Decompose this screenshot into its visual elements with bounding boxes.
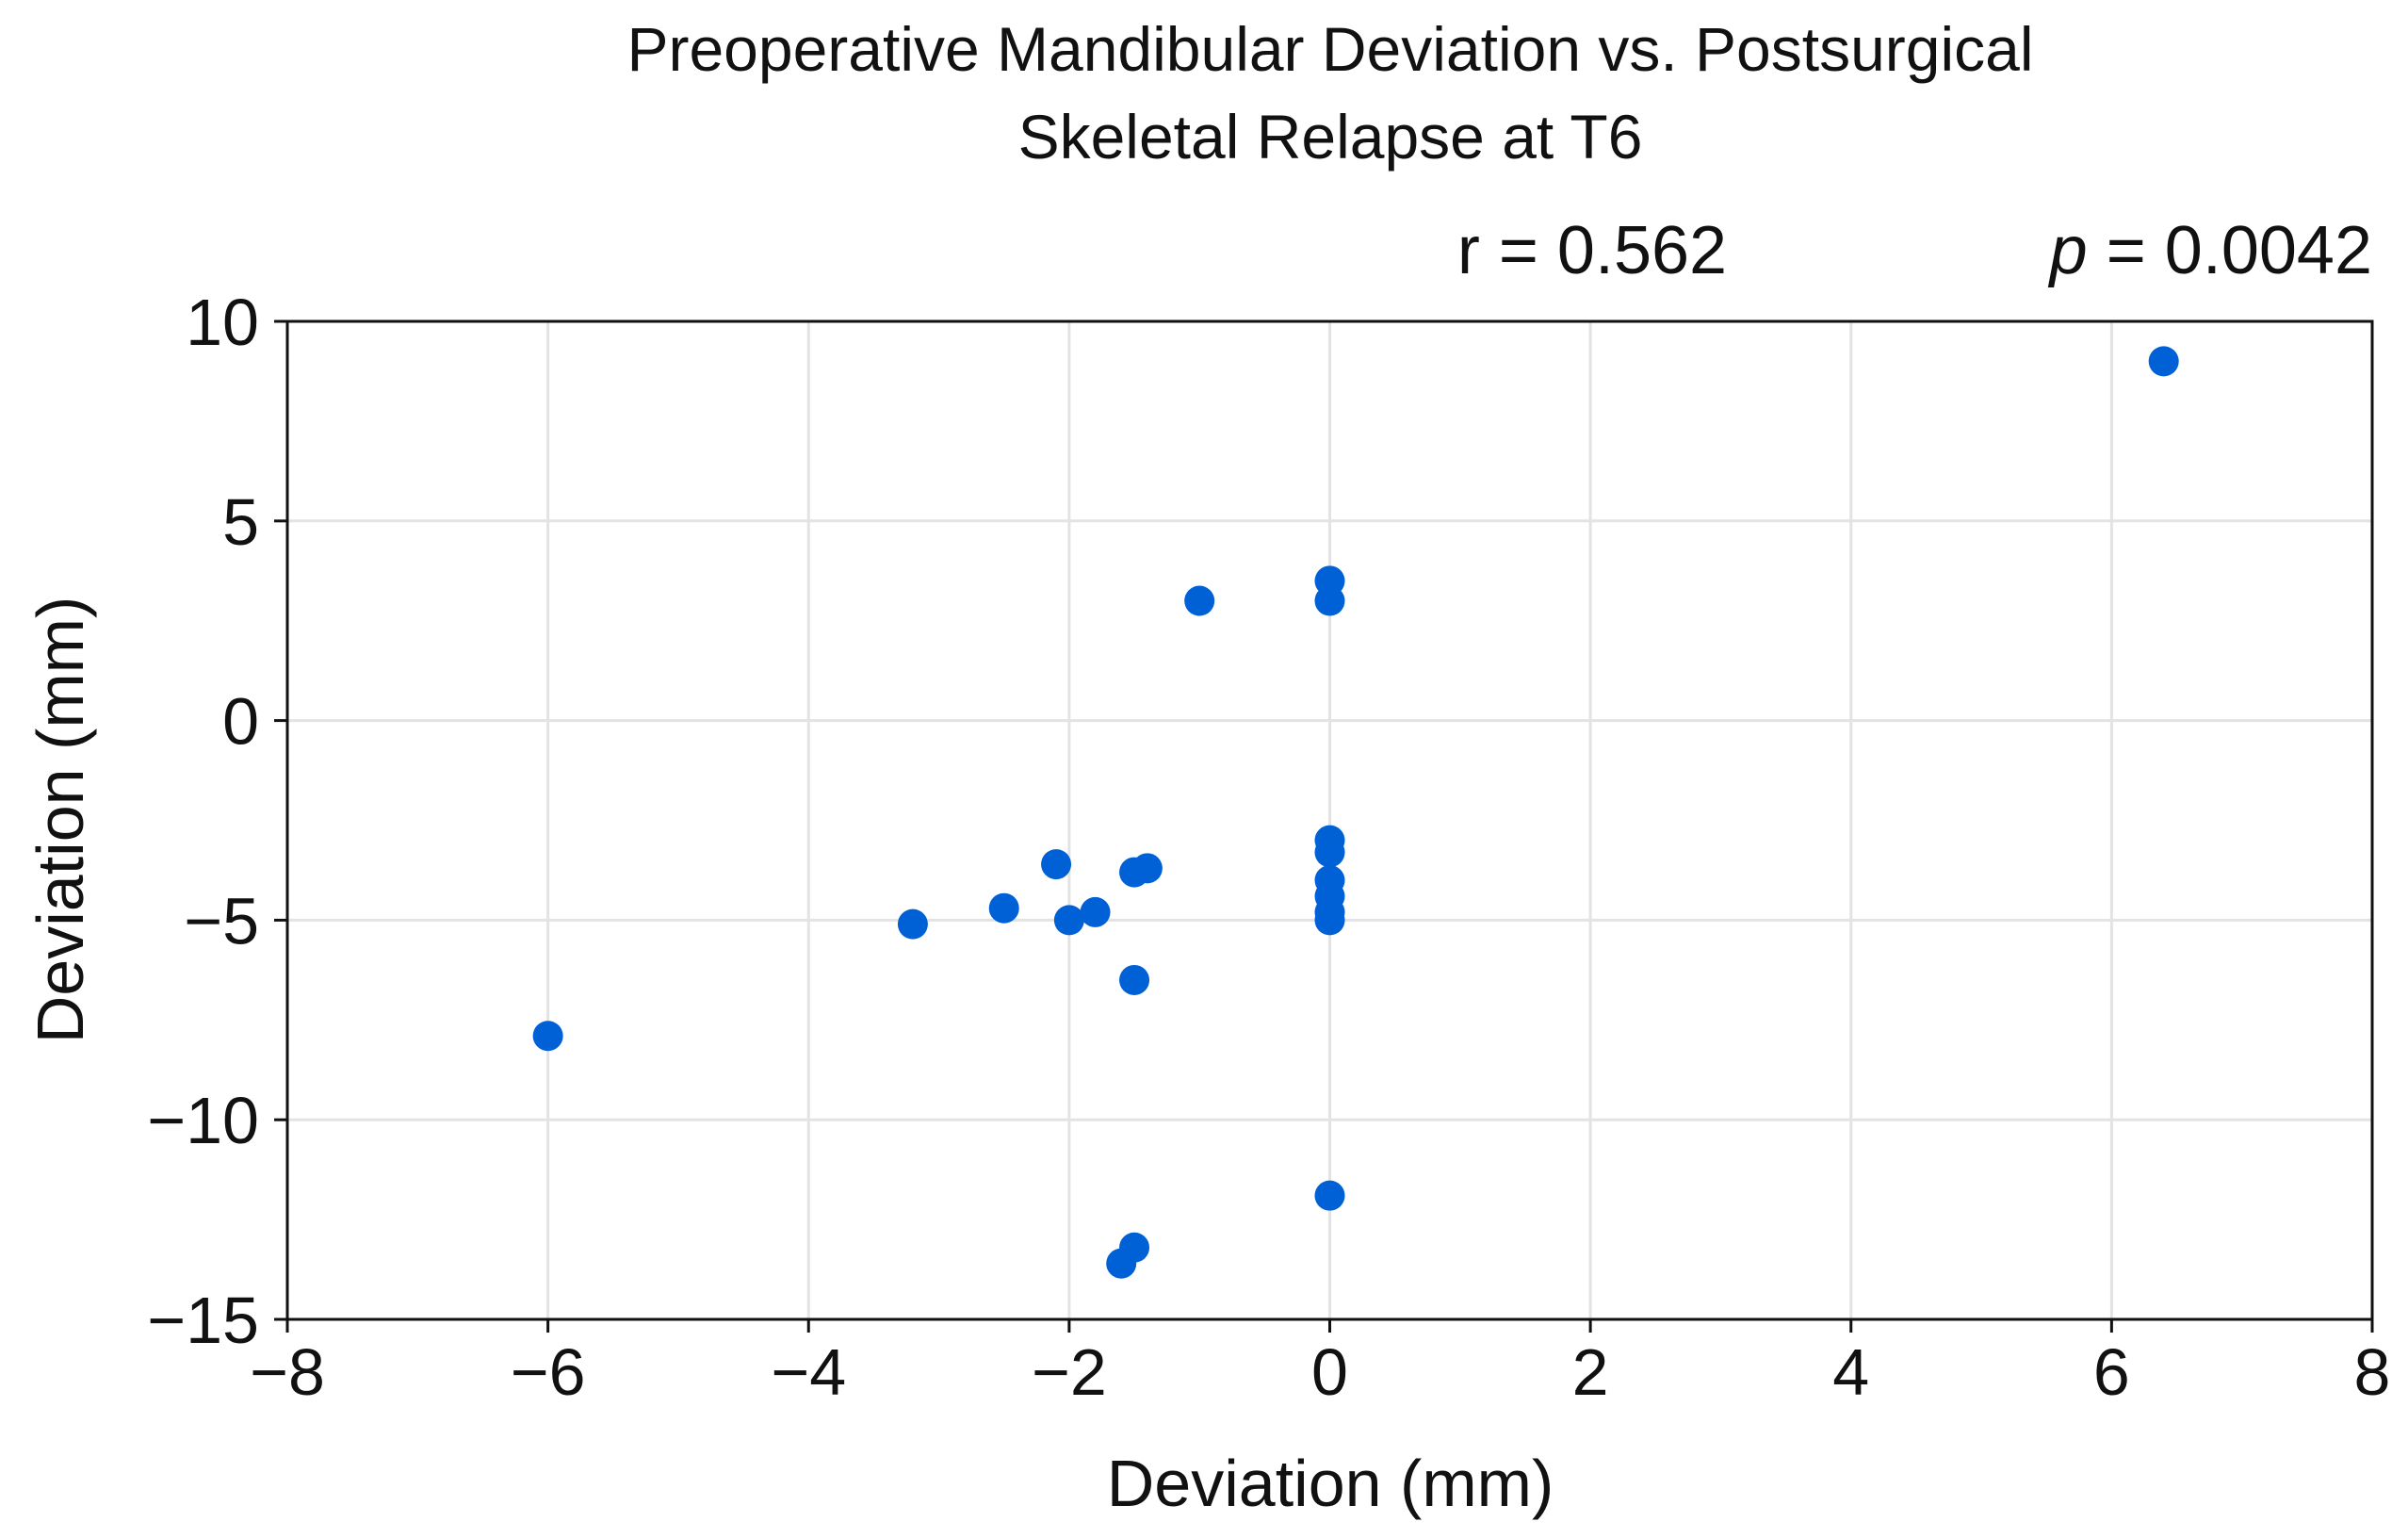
axis-ticks: −8 −6 −4 −2 0 2 4 6 8 10 5 0 −5 −10 −15 bbox=[147, 286, 2390, 1409]
x-tick-label: −4 bbox=[771, 1335, 846, 1409]
data-point bbox=[1119, 1232, 1150, 1263]
p-annotation: p = 0.0042 bbox=[2048, 213, 2372, 288]
p-symbol: p bbox=[2048, 213, 2088, 288]
data-point bbox=[897, 908, 928, 940]
data-point bbox=[1131, 853, 1163, 884]
x-tick-label: 0 bbox=[1311, 1335, 1348, 1409]
data-point bbox=[532, 1021, 563, 1052]
y-axis-label: Deviation (mm) bbox=[24, 597, 97, 1044]
y-tick-label: 0 bbox=[222, 685, 259, 759]
p-value: = 0.0042 bbox=[2088, 213, 2372, 288]
chart-title-line-2: Skeletal Relapse at T6 bbox=[1018, 102, 1643, 172]
y-tick-label: −10 bbox=[147, 1084, 259, 1157]
x-tick-label: −2 bbox=[1032, 1335, 1107, 1409]
data-point bbox=[1314, 837, 1345, 868]
data-point bbox=[1314, 905, 1345, 936]
data-point bbox=[1053, 905, 1084, 936]
data-point bbox=[2148, 346, 2179, 377]
data-point bbox=[1314, 1180, 1345, 1211]
y-tick-label: 10 bbox=[186, 286, 259, 359]
y-tick-label: −5 bbox=[184, 884, 259, 957]
data-point bbox=[1080, 896, 1111, 927]
x-tick-label: −6 bbox=[511, 1335, 586, 1409]
x-tick-label: 2 bbox=[1572, 1335, 1609, 1409]
data-point bbox=[1041, 849, 1072, 880]
y-tick-label: −15 bbox=[147, 1284, 259, 1357]
r-annotation: r = 0.562 bbox=[1457, 213, 1727, 288]
x-tick-label: −8 bbox=[250, 1335, 325, 1409]
x-tick-label: 6 bbox=[2093, 1335, 2130, 1409]
x-axis-label: Deviation (mm) bbox=[1107, 1447, 1554, 1520]
x-tick-label: 8 bbox=[2354, 1335, 2391, 1409]
data-points bbox=[532, 346, 2179, 1279]
x-tick-label: 4 bbox=[1832, 1335, 1869, 1409]
y-tick-label: 5 bbox=[222, 485, 259, 559]
data-point bbox=[1119, 964, 1150, 995]
chart-title-line-1: Preoperative Mandibular Deviation vs. Po… bbox=[626, 14, 2033, 84]
grid-lines bbox=[285, 319, 2374, 1321]
data-point bbox=[1314, 585, 1345, 616]
data-point bbox=[1184, 585, 1215, 616]
data-point bbox=[988, 892, 1019, 924]
